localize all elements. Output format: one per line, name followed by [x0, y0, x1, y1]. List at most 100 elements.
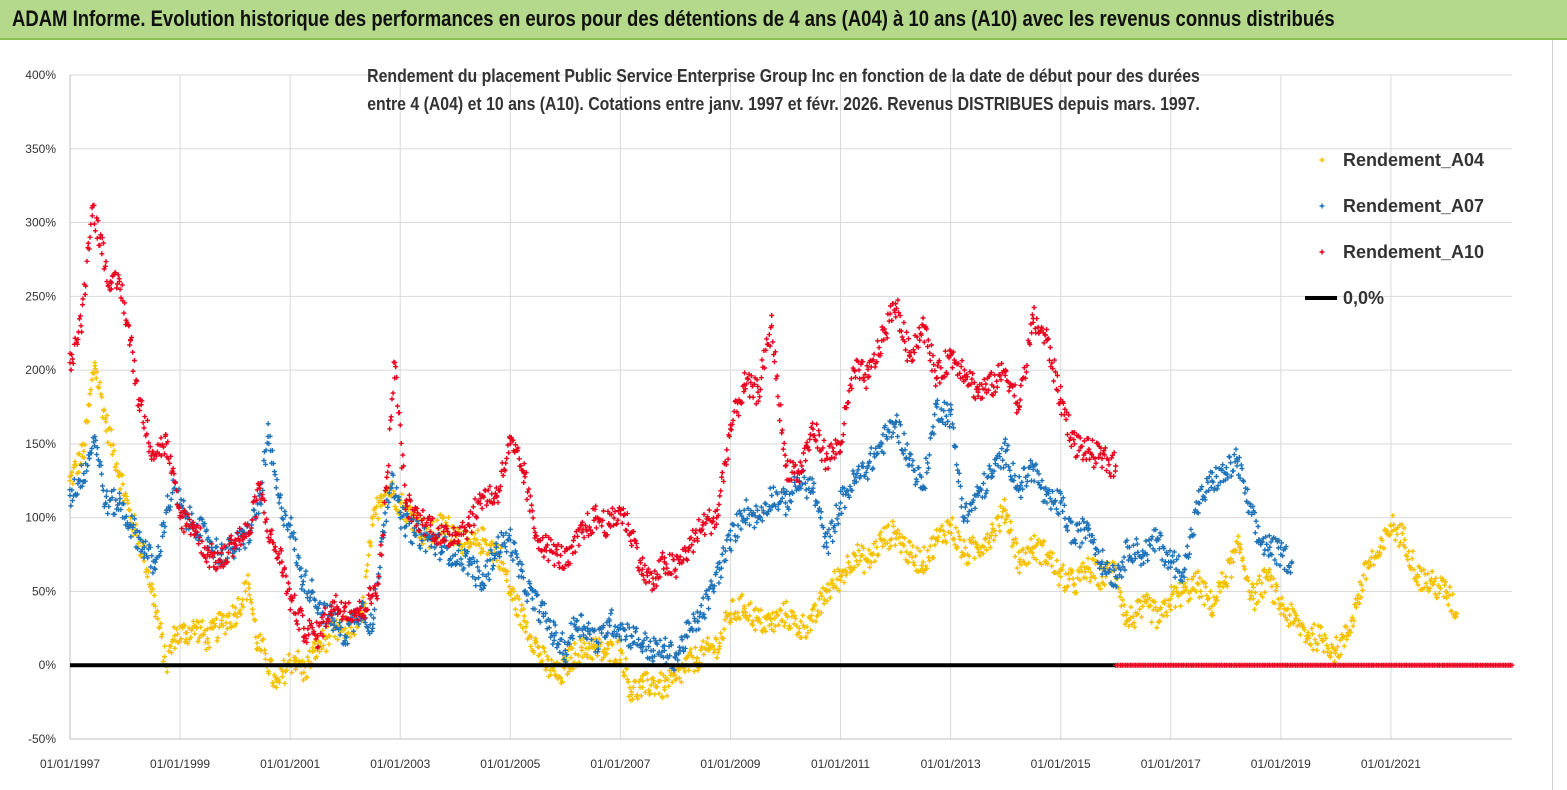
data-point: [662, 687, 668, 693]
data-point: [899, 534, 905, 540]
data-point: [586, 641, 592, 646]
data-point: [757, 515, 763, 520]
data-point: [1205, 479, 1211, 485]
data-point: [564, 671, 570, 677]
data-point: [1075, 528, 1081, 534]
data-point: [722, 617, 728, 623]
data-point: [919, 562, 925, 568]
data-point: [1018, 495, 1024, 500]
data-point: [1055, 510, 1061, 516]
data-point: [939, 416, 945, 422]
data-point: [1011, 478, 1017, 483]
data-point: [1048, 506, 1054, 512]
data-point: [734, 511, 740, 517]
data-point: [491, 542, 496, 548]
data-point: [1091, 537, 1097, 543]
data-point: [772, 359, 777, 365]
data-point: [137, 529, 143, 535]
data-point: [605, 646, 611, 652]
data-point: [681, 648, 687, 654]
data-point: [630, 697, 636, 702]
data-point: [642, 562, 648, 568]
data-point: [718, 565, 724, 571]
data-point: [1208, 588, 1214, 594]
data-point: [162, 524, 168, 529]
data-point: [131, 358, 137, 363]
data-point: [404, 511, 410, 517]
data-point: [268, 531, 274, 537]
data-point: [890, 430, 896, 436]
data-point: [841, 421, 847, 427]
data-point: [74, 491, 80, 497]
data-point: [689, 625, 695, 631]
data-point: [883, 434, 889, 439]
data-point: [495, 534, 501, 540]
data-point: [1366, 558, 1372, 564]
data-point: [1317, 633, 1322, 639]
data-point: [254, 640, 260, 646]
data-point: [291, 654, 297, 660]
data-point: [705, 635, 711, 641]
data-point: [1442, 582, 1447, 588]
data-point: [469, 561, 475, 567]
data-point: [612, 509, 618, 514]
data-point: [509, 597, 515, 603]
data-point: [754, 519, 760, 525]
data-point: [604, 620, 610, 625]
data-point: [1237, 550, 1243, 555]
data-point: [611, 629, 617, 635]
data-point: [1048, 555, 1054, 561]
data-point: [1171, 559, 1177, 565]
data-point: [1346, 632, 1352, 638]
data-point: [130, 522, 136, 528]
data-point: [890, 519, 896, 524]
data-point: [195, 523, 201, 528]
data-point: [76, 469, 82, 475]
data-point: [1252, 510, 1258, 516]
data-point: [294, 563, 300, 568]
data-point: [733, 538, 739, 544]
data-point: [360, 594, 366, 600]
data-point: [1033, 557, 1039, 563]
data-point: [997, 528, 1003, 534]
data-point: [147, 444, 153, 450]
data-point: [246, 585, 252, 591]
data-point: [488, 547, 494, 553]
data-point: [1377, 549, 1383, 555]
data-point: [481, 526, 487, 532]
data-point: [690, 654, 696, 660]
data-point: [955, 467, 961, 473]
data-point: [168, 643, 174, 649]
data-point: [109, 280, 115, 286]
data-point: [1029, 546, 1035, 552]
data-point: [1156, 546, 1162, 552]
data-point: [909, 463, 915, 468]
data-point: [702, 532, 708, 538]
data-point: [71, 476, 77, 482]
data-point: [151, 602, 156, 607]
data-point: [1350, 623, 1356, 629]
data-point: [551, 637, 557, 643]
data-point: [884, 540, 890, 546]
data-point: [274, 477, 280, 483]
data-point: [993, 533, 998, 539]
data-point: [1028, 536, 1034, 542]
data-point: [109, 451, 115, 457]
data-point: [1269, 552, 1275, 558]
data-point: [980, 480, 986, 486]
data-point: [599, 630, 605, 636]
data-point: [1266, 533, 1272, 539]
scrollbar-edge[interactable]: [1552, 40, 1567, 790]
data-point: [109, 495, 115, 501]
data-point: [90, 435, 96, 441]
data-point: [165, 456, 171, 462]
data-point: [151, 565, 157, 571]
data-point: [1189, 576, 1195, 582]
data-point: [100, 487, 106, 493]
data-point: [1228, 556, 1234, 562]
data-point: [289, 670, 295, 676]
data-point: [731, 522, 737, 528]
data-point: [270, 680, 275, 686]
data-point: [556, 560, 562, 566]
data-point: [764, 511, 770, 517]
